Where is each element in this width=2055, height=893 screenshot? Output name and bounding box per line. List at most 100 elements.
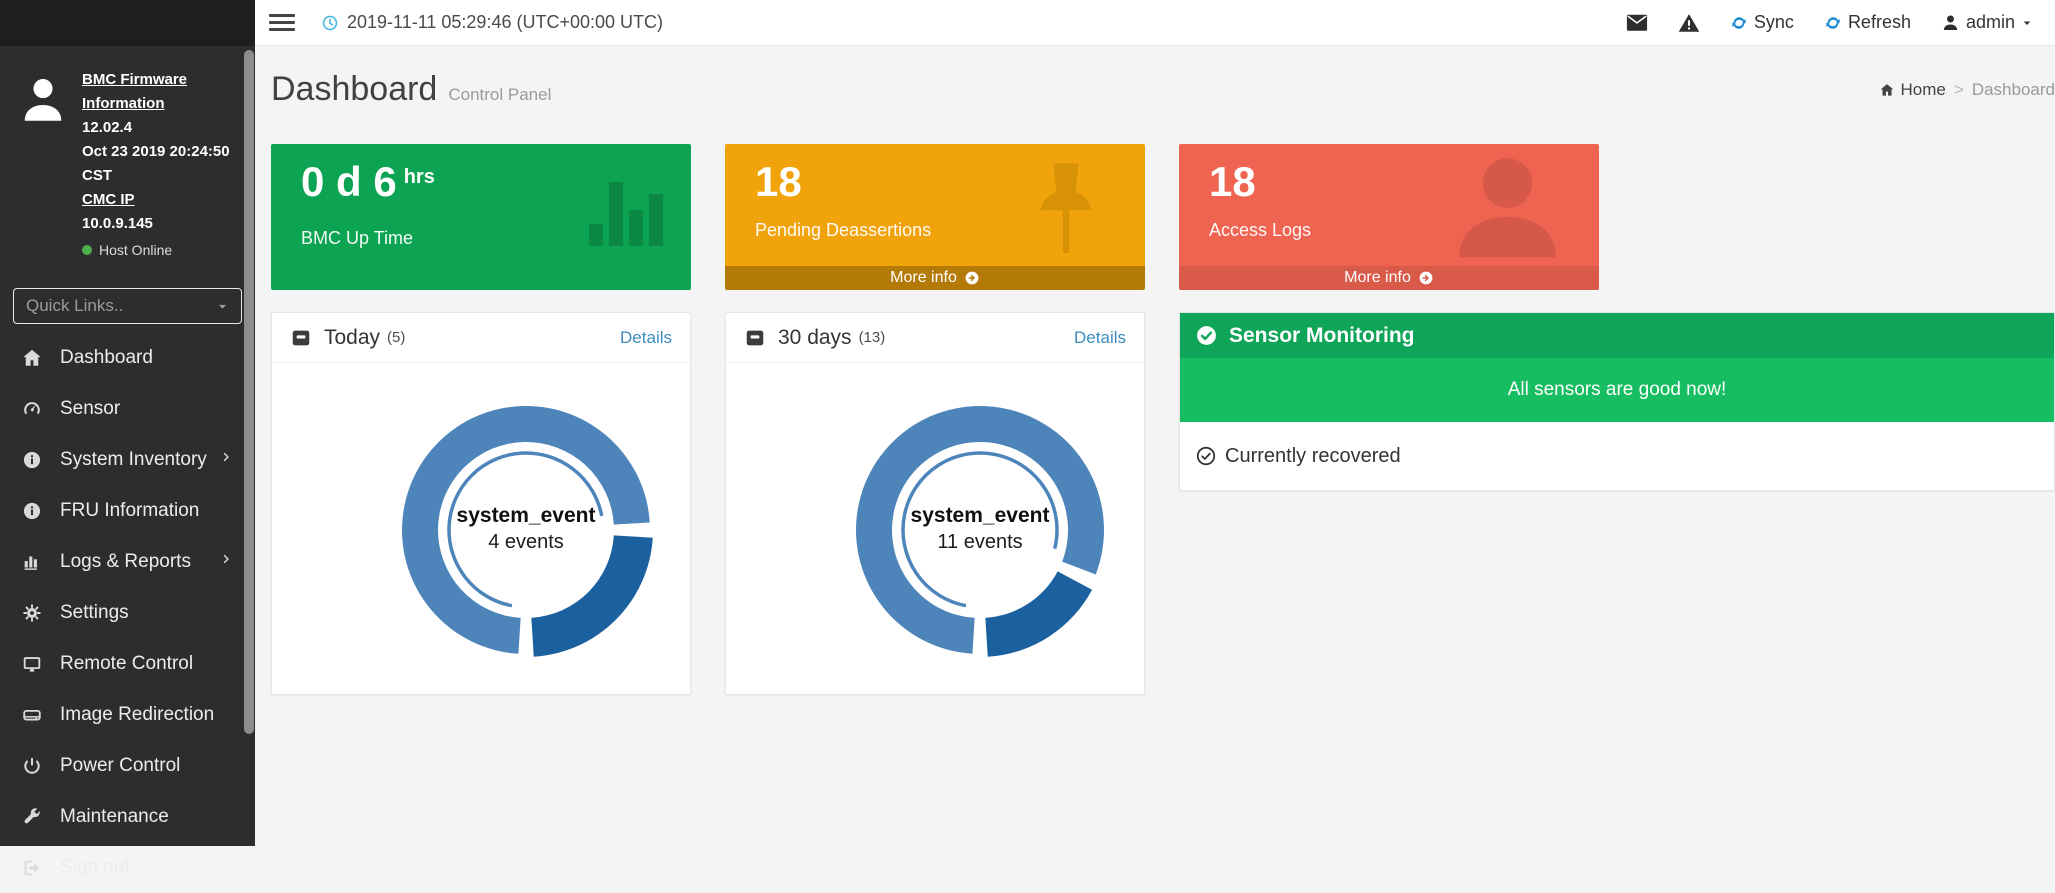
today-events-panel: Today (5) Details system_event 4 events <box>271 312 691 695</box>
cmc-ip-link[interactable]: CMC IP <box>82 191 135 208</box>
pushpin-icon <box>1011 152 1121 289</box>
sidebar-logo-strip <box>0 0 255 46</box>
hamburger-menu-icon[interactable] <box>267 10 297 35</box>
sidebar-item-power-control[interactable]: Power Control <box>0 740 255 791</box>
donut-slice-events-highlight[interactable] <box>531 535 653 657</box>
sidebar-item-system-inventory[interactable]: System Inventory <box>0 434 255 485</box>
sidebar-item-logs-reports[interactable]: Logs & Reports <box>0 536 255 587</box>
thirty-days-events-panel: 30 days (13) Details system_event 11 eve… <box>725 312 1145 695</box>
user-icon <box>1943 15 1958 31</box>
uptime-value: 0 d 6 <box>301 158 397 205</box>
pending-deassertions-more-info[interactable]: More info <box>725 266 1145 290</box>
firmware-date: Oct 23 2019 20:24:50 CST <box>82 143 230 184</box>
quick-links-select[interactable]: Quick Links.. <box>13 288 242 324</box>
sidebar-item-fru-information[interactable]: FRU Information <box>0 485 255 536</box>
sidebar-item-sign-out[interactable]: Sign out <box>0 842 255 893</box>
page-title: Dashboard <box>271 70 438 108</box>
sidebar-item-image-redirection[interactable]: Image Redirection <box>0 689 255 740</box>
page-subtitle: Control Panel <box>448 85 552 104</box>
access-logs-label: Access Logs <box>1209 220 1312 240</box>
bmc-user-panel: BMC Firmware Information 12.02.4 Oct 23 … <box>0 46 255 262</box>
sidebar-item-dashboard[interactable]: Dashboard <box>0 332 255 383</box>
thirty-days-details-link[interactable]: Details <box>1074 327 1126 347</box>
thirty-days-panel-count: (13) <box>858 329 886 346</box>
sidebar: BMC Firmware Information 12.02.4 Oct 23 … <box>0 0 255 878</box>
uptime-label: BMC Up Time <box>301 228 414 248</box>
cmc-ip-value: 10.0.9.145 <box>82 215 153 232</box>
caret-down-icon <box>2023 21 2031 25</box>
today-donut-chart[interactable]: system_event 4 events <box>272 363 690 694</box>
pending-deassertions-label: Pending Deassertions <box>755 220 932 240</box>
sidebar-scrollbar[interactable] <box>244 50 254 734</box>
sensor-recovered-row: Currently recovered <box>1180 422 2054 490</box>
sidebar-item-settings[interactable]: Settings <box>0 587 255 638</box>
pending-deassertions-value: 18 <box>755 158 802 205</box>
host-online-dot-icon <box>82 245 92 255</box>
bar-chart-icon <box>589 182 663 246</box>
sidebar-item-maintenance[interactable]: Maintenance <box>0 791 255 842</box>
donut-inner-arc <box>447 451 604 608</box>
refresh-icon <box>1826 16 1840 29</box>
sync-button[interactable]: Sync <box>1730 12 1794 33</box>
sign-out-icon <box>20 857 44 879</box>
info-circle-icon <box>20 500 44 522</box>
bmc-firmware-info-link[interactable]: BMC Firmware Information <box>82 71 188 112</box>
sensor-panel-title: Sensor Monitoring <box>1229 323 1415 347</box>
breadcrumb: Home > Dashboard <box>1879 80 2055 100</box>
quick-links-placeholder: Quick Links.. <box>26 296 124 315</box>
sensor-status-banner: All sensors are good now! <box>1180 358 2054 422</box>
today-details-link[interactable]: Details <box>620 327 672 347</box>
sync-icon <box>1732 16 1746 29</box>
sensor-recovered-label: Currently recovered <box>1225 444 1401 467</box>
thirty-days-panel-title: 30 days <box>778 325 852 349</box>
avatar <box>18 72 68 262</box>
system-timestamp: 2019-11-11 05:29:46 (UTC+00:00 UTC) <box>321 12 663 33</box>
sidebar-item-sensor[interactable]: Sensor <box>0 383 255 434</box>
messages-button[interactable] <box>1626 14 1648 32</box>
check-circle-icon <box>1197 326 1216 345</box>
drive-icon <box>20 704 44 726</box>
info-circle-icon <box>20 449 44 471</box>
chevron-right-icon <box>219 449 235 471</box>
sidebar-item-remote-control[interactable]: Remote Control <box>0 638 255 689</box>
thirty-days-donut-chart[interactable]: system_event 11 events <box>726 363 1144 694</box>
arrow-circle-icon <box>965 271 979 285</box>
pending-deassertions-card: 18 Pending Deassertions More info <box>725 144 1145 290</box>
breadcrumb-separator: > <box>1953 80 1964 99</box>
username: admin <box>1965 12 2015 32</box>
access-logs-more-info[interactable]: More info <box>1179 266 1599 290</box>
today-panel-count: (5) <box>387 329 406 346</box>
chevron-right-icon <box>219 551 235 573</box>
warning-icon <box>1678 13 1700 32</box>
power-icon <box>20 755 44 777</box>
refresh-button[interactable]: Refresh <box>1824 12 1911 33</box>
alerts-button[interactable] <box>1678 13 1700 33</box>
gauge-icon <box>20 398 44 420</box>
check-circle-outline-icon <box>1196 446 1216 466</box>
host-status: Host Online <box>82 238 241 262</box>
timestamp-text: 2019-11-11 05:29:46 (UTC+00:00 UTC) <box>347 12 664 32</box>
arrow-circle-icon <box>1419 271 1433 285</box>
firmware-version: 12.02.4 <box>82 119 133 136</box>
wrench-icon <box>20 806 44 828</box>
page-header: Dashboard Control Panel Home > Dashboard <box>271 46 2055 142</box>
archive-icon <box>292 330 310 345</box>
breadcrumb-home-link[interactable]: Home <box>1879 80 1946 100</box>
sensor-monitoring-panel: Sensor Monitoring All sensors are good n… <box>1179 312 2055 491</box>
bar-chart-icon <box>20 551 44 573</box>
summary-cards-row: 0 d 6 hrs BMC Up Time 18 Pending Deassert… <box>271 144 2055 290</box>
home-icon <box>1880 84 1893 96</box>
home-icon <box>20 347 44 369</box>
topbar: 2019-11-11 05:29:46 (UTC+00:00 UTC) Sync… <box>255 0 2055 46</box>
today-panel-title: Today <box>324 325 381 349</box>
archive-icon <box>746 330 764 345</box>
donut-inner-arc <box>901 451 1059 608</box>
donut-slice-events-highlight[interactable] <box>985 571 1093 657</box>
access-logs-value: 18 <box>1209 158 1256 205</box>
uptime-unit: hrs <box>403 166 435 188</box>
clock-icon <box>322 15 338 30</box>
user-menu[interactable]: admin <box>1941 12 2033 33</box>
caret-down-icon <box>218 304 227 309</box>
access-logs-card: 18 Access Logs More info <box>1179 144 1599 290</box>
envelope-icon <box>1626 14 1647 31</box>
